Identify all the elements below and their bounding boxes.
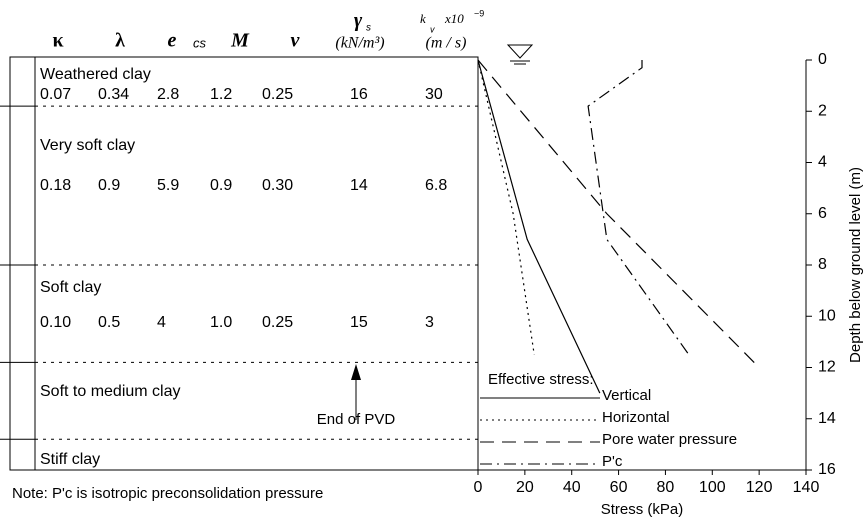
series-line (477, 59, 601, 394)
layer-param: 5.9 (157, 177, 179, 194)
y-tick-label: 8 (818, 256, 827, 273)
layer-name: Stiff clay (40, 451, 100, 468)
y-tick-label: 0 (818, 51, 827, 68)
y-tick-label: 16 (818, 461, 836, 478)
header: λ (115, 30, 125, 52)
water-table (506, 44, 534, 65)
header: κ (52, 30, 63, 52)
layer-name: Weathered clay (40, 66, 151, 83)
layer-param: 4 (157, 314, 166, 331)
layer-name: Soft to medium clay (40, 383, 181, 400)
layer-param: 1.0 (210, 314, 232, 331)
layer-param: 0.10 (40, 314, 71, 331)
layer-param: 0.30 (262, 177, 293, 194)
note: Note: P'c is isotropic preconsolidation … (12, 485, 323, 502)
header-sup: −9 (474, 8, 484, 18)
layer-param: 0.5 (98, 314, 120, 331)
header: ν (291, 30, 301, 52)
y-tick-label: 10 (818, 307, 836, 324)
series-line (587, 60, 690, 356)
layer-param: 0.9 (98, 177, 120, 194)
series-line (477, 59, 760, 368)
legend-label: Pore water pressure (602, 431, 737, 448)
header: k (420, 11, 426, 26)
layer-param: 0.25 (262, 314, 293, 331)
header: e (168, 30, 177, 52)
header: γ (354, 10, 363, 32)
x-tick-label: 60 (610, 479, 628, 496)
layer-param: 0.07 (40, 86, 71, 103)
layer-param: 0.34 (98, 86, 129, 103)
layer-param: 6.8 (425, 177, 447, 194)
annotation-arrowhead (351, 364, 361, 380)
layer-param: 2.8 (157, 86, 179, 103)
x-tick-label: 40 (563, 479, 581, 496)
x-tick-label: 140 (793, 479, 820, 496)
layer-name: Soft clay (40, 279, 101, 296)
legend-label: P'c (602, 453, 623, 470)
header: M (230, 30, 250, 52)
x-axis-label: Stress (kPa) (601, 501, 684, 518)
y-tick-label: 12 (818, 359, 836, 376)
x-tick-label: 0 (474, 479, 483, 496)
header-sub: s (366, 23, 371, 34)
header: x10 (444, 11, 464, 26)
annotation: End of PVD (317, 411, 396, 428)
y-tick-label: 14 (818, 410, 836, 427)
x-tick-label: 100 (699, 479, 726, 496)
layer-param: 16 (350, 86, 368, 103)
layer-param: 15 (350, 314, 368, 331)
header-sub: v (430, 24, 435, 34)
header-sub: cs (193, 35, 207, 50)
layer-name: Very soft clay (40, 137, 135, 154)
layer-param: 0.18 (40, 177, 71, 194)
legend-label: Vertical (602, 387, 651, 404)
series-line (477, 59, 535, 355)
layer-param: 14 (350, 177, 368, 194)
legend-title: Effective stress: (488, 371, 594, 388)
y-axis-label: Depth below ground level (m) (847, 167, 864, 363)
layer-param: 30 (425, 86, 443, 103)
x-tick-label: 80 (657, 479, 675, 496)
header-unit: (m / s) (426, 35, 467, 52)
y-tick-label: 2 (818, 102, 827, 119)
legend-label: Horizontal (602, 409, 670, 426)
layer-param: 1.2 (210, 86, 232, 103)
x-tick-label: 20 (516, 479, 534, 496)
header-unit: (kN/m³) (335, 35, 384, 52)
layer-param: 0.25 (262, 86, 293, 103)
y-tick-label: 4 (818, 154, 827, 171)
y-tick-label: 6 (818, 205, 827, 222)
x-tick-label: 120 (746, 479, 773, 496)
layer-param: 3 (425, 314, 434, 331)
profile-box (9, 56, 479, 471)
layer-param: 0.9 (210, 177, 232, 194)
